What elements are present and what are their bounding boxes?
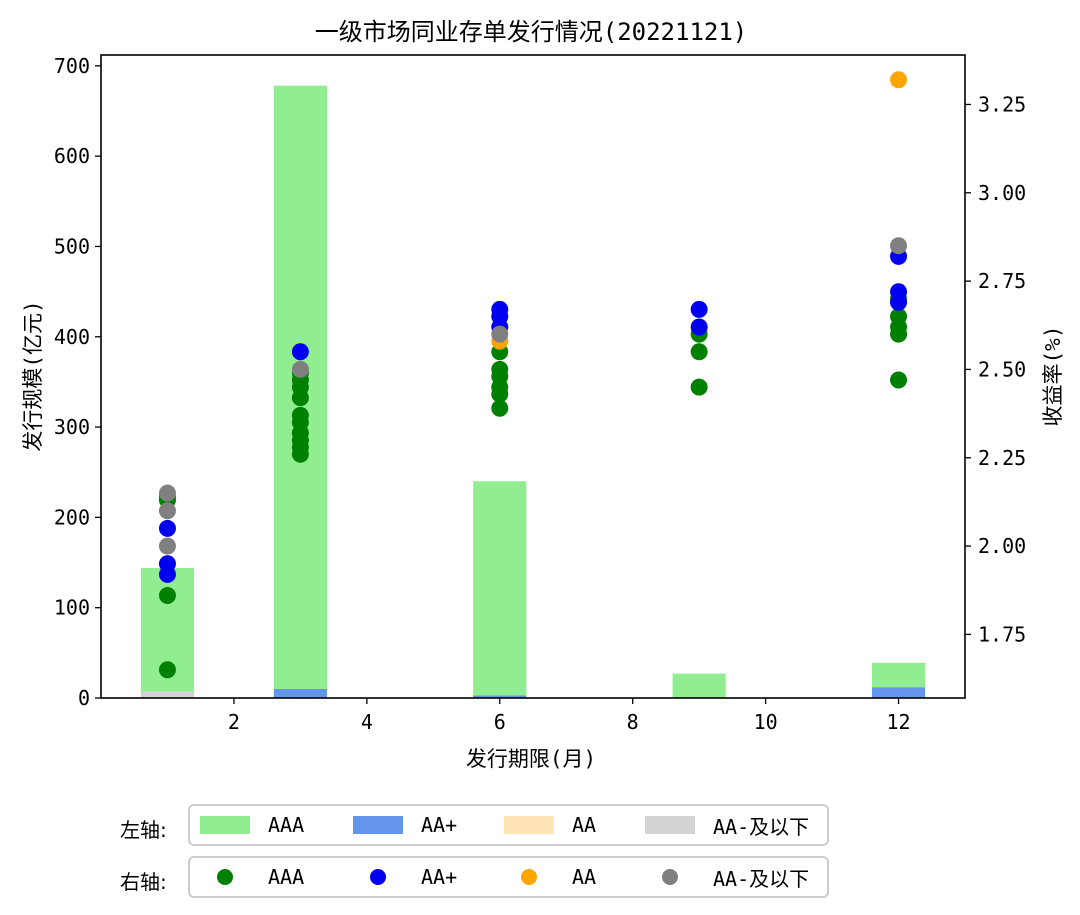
y-left-tick-label-300: 300 — [54, 415, 90, 439]
chart-title: 一级市场同业存单发行情况(20221121) — [315, 18, 748, 46]
point-aa-plus-10 — [890, 283, 908, 301]
legend-left-label-aa-plus: AA+ — [421, 813, 458, 837]
y-right-tick-label-4: 2.75 — [978, 269, 1026, 293]
point-aa-plus-7 — [690, 318, 708, 336]
y-left-tick-label-100: 100 — [54, 596, 90, 620]
point-aaa-23 — [890, 371, 908, 389]
x-tick-label-12: 12 — [886, 710, 910, 734]
point-aaa-18 — [491, 360, 509, 378]
x-tick-label-2: 2 — [228, 710, 240, 734]
point-aaa-21 — [690, 343, 708, 361]
bar-aa-minus-1 — [140, 691, 195, 698]
legend-right: AAA AA+ AA AA-及以下 — [188, 856, 829, 898]
point-aa-minus-3 — [291, 360, 309, 378]
point-aaa-26 — [890, 307, 908, 325]
point-aaa-0 — [158, 661, 176, 679]
y-left-tick-label-700: 700 — [54, 54, 90, 78]
point-aaa-20 — [690, 378, 708, 396]
x-tick-label-6: 6 — [494, 710, 506, 734]
y-left-tick-label-400: 400 — [54, 325, 90, 349]
legend-left-label-aa: AA — [572, 813, 597, 837]
legend-right-label-aa-plus: AA+ — [421, 865, 458, 889]
legend-left-swatch-aaa — [200, 816, 250, 834]
point-aa-minus-2 — [158, 484, 176, 502]
legend-left-label-aaa: AAA — [268, 813, 305, 837]
legend-left-swatch-aa-minus — [645, 816, 695, 834]
x-tick-label-10: 10 — [754, 710, 778, 734]
bar-aaa-9 — [672, 673, 726, 698]
point-aa-1 — [890, 71, 908, 89]
plot-frame — [100, 54, 966, 699]
legend-left-swatch-aa — [504, 816, 554, 834]
y-right-tick-label-6: 3.25 — [978, 92, 1026, 116]
legend-right-label-aa: AA — [572, 865, 597, 889]
legend-left-title: 左轴: — [120, 818, 167, 842]
point-aa-minus-0 — [158, 537, 176, 555]
legend-right-marker-aa-minus — [662, 869, 678, 885]
point-aa-minus-1 — [158, 502, 176, 520]
y-axis-left-label: 发行规模(亿元) — [21, 300, 45, 451]
legend-right-item-aa-plus: AA+ — [353, 858, 457, 896]
point-aaa-1 — [158, 587, 176, 605]
x-tick-label-8: 8 — [627, 710, 639, 734]
chart-canvas: 一级市场同业存单发行情况(20221121) 发行期限(月) 发行规模(亿元) … — [21, 18, 1065, 771]
bar-aa-plus-3 — [273, 688, 327, 698]
legend-right-marker-aaa — [217, 869, 233, 885]
legend-right-title: 右轴: — [120, 870, 167, 894]
legend-left-item-aa-minus: AA-及以下 — [645, 806, 809, 844]
y-axis-right-label: 收益率(%) — [1041, 326, 1065, 427]
y-left-tick-label-600: 600 — [54, 144, 90, 168]
legend-right-label-aaa: AAA — [268, 865, 305, 889]
bar-aaa-6 — [473, 481, 527, 696]
legend-right-item-aaa: AAA — [200, 858, 304, 896]
point-aaa-9 — [291, 406, 309, 424]
legend-right-item-aa: AA — [504, 858, 596, 896]
y-right-tick-label-2: 2.25 — [978, 446, 1026, 470]
legend-left-item-aa: AA — [504, 806, 596, 844]
point-aa-plus-2 — [158, 519, 176, 537]
y-left-tick-label-500: 500 — [54, 234, 90, 258]
y-left-tick-label-200: 200 — [54, 505, 90, 529]
bar-aaa-12 — [871, 662, 926, 688]
point-aa-plus-1 — [158, 555, 176, 573]
x-tick-label-4: 4 — [361, 710, 373, 734]
legend-left-item-aa-plus: AA+ — [353, 806, 457, 844]
point-aa-plus-6 — [491, 300, 509, 318]
y-left-tick-label-0: 0 — [78, 686, 90, 710]
legend-right-item-aa-minus: AA-及以下 — [645, 858, 809, 896]
plot-area: 2 4 6 8 10 12 0 100 200 300 400 500 600 700 1.75 2.00 2.… — [54, 54, 1026, 734]
y-right-tick-label-0: 1.75 — [978, 622, 1026, 646]
bar-aa-plus-12 — [871, 687, 926, 698]
point-aa-minus-5 — [890, 237, 908, 255]
legend-left: AAA AA+ AA AA-及以下 — [188, 804, 829, 846]
bar-aa-plus-6 — [473, 695, 527, 698]
y-right-tick-label-3: 2.50 — [978, 357, 1026, 381]
legend-left-swatch-aa-plus — [353, 816, 403, 834]
y-right-tick-label-1: 2.00 — [978, 534, 1026, 558]
point-aa-plus-8 — [690, 300, 708, 318]
legend-left-item-aaa: AAA — [200, 806, 304, 844]
point-aa-plus-3 — [291, 343, 309, 361]
y-right-tick-label-5: 3.00 — [978, 181, 1026, 205]
legend-right-label-aa-minus: AA-及以下 — [713, 866, 810, 891]
point-aa-minus-4 — [491, 325, 509, 343]
legend-left-label-aa-minus: AA-及以下 — [713, 814, 810, 839]
legend-right-marker-aa-plus — [370, 869, 386, 885]
legend-right-marker-aa — [521, 869, 537, 885]
x-axis-label: 发行期限(月) — [466, 747, 596, 771]
point-aaa-14 — [491, 399, 509, 417]
